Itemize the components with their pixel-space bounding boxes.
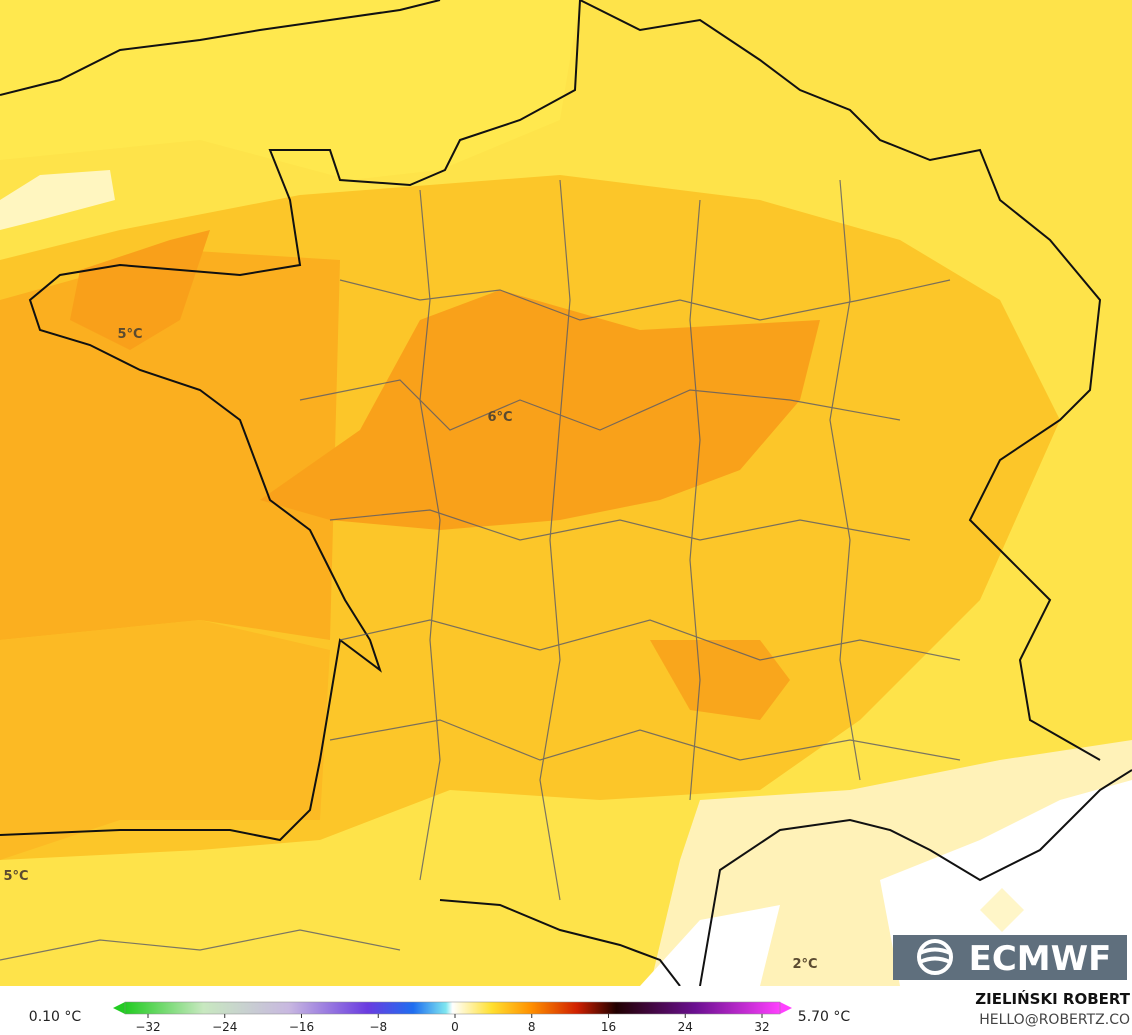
colorbar-end — [780, 1002, 792, 1014]
colorbar-tick-label: −24 — [212, 1020, 237, 1034]
temp-label: 5°C — [3, 869, 28, 884]
credit-email: HELLO@ROBERTZ.CO — [979, 1012, 1130, 1028]
credit-name: ZIELIŃSKI ROBERT — [975, 989, 1130, 1008]
colorbar-tick-label: −16 — [289, 1020, 314, 1034]
legend-max: 5.70 °C — [798, 1009, 851, 1025]
temp-label: 5°C — [117, 327, 142, 342]
map: 5°C 6°C 5°C 2°C ECMWF — [0, 0, 1132, 987]
temp-label: 6°C — [487, 410, 512, 425]
logo-text: ECMWF — [969, 939, 1112, 979]
legend: 0.10 °C 5.70 °C −32 −24 −16 −8 0 8 16 24 32 — [29, 1001, 851, 1034]
colorbar-tick-label: 8 — [528, 1020, 536, 1034]
colorbar-end — [113, 1002, 125, 1014]
colorbar — [124, 1001, 781, 1015]
colorbar-tick-label: 16 — [601, 1020, 616, 1034]
colorbar-tick-label: 32 — [754, 1020, 769, 1034]
colorbar-tick-label: −32 — [135, 1020, 160, 1034]
legend-min: 0.10 °C — [29, 1009, 82, 1025]
temp-label: 2°C — [792, 957, 817, 972]
colorbar-tick-label: 24 — [678, 1020, 693, 1034]
colorbar-tick-label: 0 — [451, 1020, 459, 1034]
logo-icon — [917, 939, 953, 975]
colorbar-tick-label: −8 — [369, 1020, 387, 1034]
